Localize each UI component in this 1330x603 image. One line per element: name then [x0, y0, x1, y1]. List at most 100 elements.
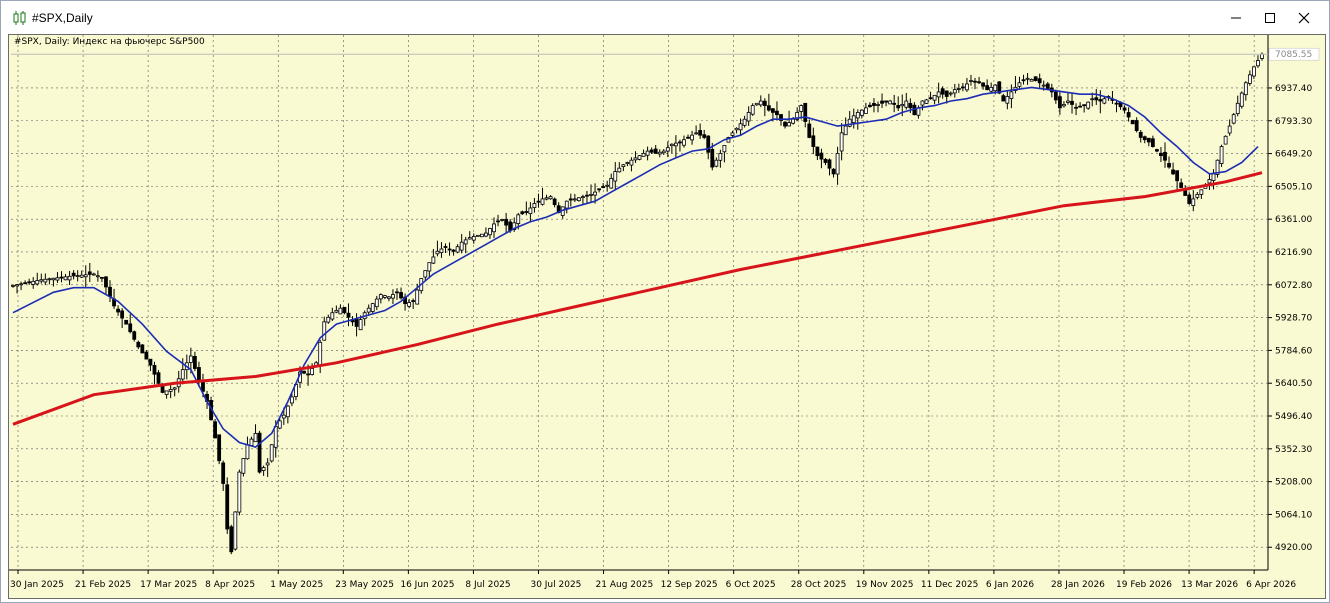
- close-button[interactable]: [1287, 5, 1321, 31]
- candle-body: [302, 370, 306, 374]
- minimize-button[interactable]: [1219, 5, 1253, 31]
- candle-body: [803, 102, 808, 122]
- candle-body: [1191, 198, 1196, 206]
- candle-body: [217, 434, 222, 462]
- candle-body: [807, 123, 812, 138]
- candle-body: [1260, 53, 1264, 59]
- title-bar[interactable]: #SPX,Daily: [1, 1, 1329, 34]
- candle-body: [779, 114, 783, 121]
- candle-body: [435, 250, 440, 255]
- candle-body: [261, 467, 266, 471]
- y-tick-label: 6649.20: [1275, 150, 1312, 160]
- candle-body: [585, 194, 589, 197]
- candle-body: [742, 118, 747, 126]
- candle-body: [609, 178, 614, 189]
- candle-body: [91, 273, 96, 276]
- candle-body: [544, 197, 549, 200]
- candle-body: [1159, 152, 1163, 157]
- candle-body: [819, 152, 824, 160]
- candle-body: [597, 188, 602, 191]
- candle-body: [952, 89, 957, 94]
- candle-body: [633, 157, 638, 161]
- candle-body: [277, 420, 282, 429]
- chart-title: #SPX, Daily: Индекс на фьючерс S&P500: [14, 37, 205, 47]
- candle-body: [1252, 66, 1256, 77]
- minimize-icon: [1231, 17, 1241, 19]
- candle-body: [1066, 100, 1070, 103]
- x-tick-label: 21 Aug 2025: [596, 580, 654, 590]
- candle-body: [1155, 149, 1159, 152]
- x-tick-label: 1 May 2025: [270, 580, 323, 590]
- candle-body: [1098, 99, 1103, 102]
- candle-body: [1187, 194, 1192, 204]
- candle-body: [459, 241, 464, 251]
- candle-body: [346, 312, 351, 318]
- candle-body: [1001, 95, 1006, 102]
- candle-body: [589, 193, 593, 196]
- candle-body: [835, 152, 840, 175]
- candle-body: [702, 134, 707, 138]
- candle-body: [144, 351, 149, 360]
- candle-body: [1078, 105, 1083, 108]
- candle-body: [237, 471, 242, 513]
- candle-body: [290, 396, 294, 404]
- candle-body: [55, 277, 60, 281]
- y-tick-label: 6361.00: [1275, 215, 1312, 225]
- x-tick-label: 6 Apr 2026: [1246, 580, 1296, 590]
- candlestick-chart[interactable]: 4920.00 5064.10 5208.00 5352.30 5496.40 5640.…: [9, 35, 1325, 598]
- candle-body: [669, 143, 674, 147]
- candle-body: [613, 171, 618, 182]
- candle-body: [306, 373, 310, 376]
- y-tick-label: 5208.00: [1275, 478, 1312, 488]
- candle-body: [823, 158, 828, 163]
- candle-body: [423, 270, 428, 278]
- candle-body: [1163, 151, 1167, 161]
- x-tick-label: 23 May 2025: [335, 580, 394, 590]
- candle-body: [431, 256, 436, 264]
- candle-body: [330, 312, 335, 320]
- candle-body: [31, 280, 36, 285]
- candle-body: [811, 135, 816, 147]
- candle-body: [762, 100, 767, 106]
- candle-body: [1207, 179, 1212, 184]
- x-tick-label: 28 Oct 2025: [791, 580, 847, 590]
- candle-body: [1243, 82, 1248, 96]
- y-tick-label: 5640.50: [1275, 379, 1312, 389]
- candle-body: [641, 152, 646, 157]
- candle-body: [241, 458, 246, 474]
- candle-body: [338, 307, 343, 315]
- candle-body: [657, 151, 662, 155]
- y-tick-label: 5928.70: [1275, 314, 1312, 324]
- candle-body: [981, 82, 985, 87]
- candle-body: [581, 196, 585, 199]
- candle-body: [168, 388, 173, 392]
- candle-body: [884, 100, 888, 103]
- maximize-button[interactable]: [1253, 5, 1287, 31]
- candle-body: [63, 276, 68, 281]
- candle-body: [1179, 182, 1184, 188]
- candle-body: [1231, 114, 1236, 124]
- candle-body: [95, 275, 100, 278]
- candle-body: [1086, 101, 1091, 109]
- candle-body: [766, 105, 771, 111]
- candle-body: [257, 432, 262, 473]
- candle-body: [1082, 104, 1087, 107]
- candle-body: [653, 148, 658, 154]
- candle-body: [564, 200, 569, 209]
- candle-body: [758, 100, 763, 106]
- candle-body: [1029, 78, 1034, 82]
- chart-area[interactable]: 4920.00 5064.10 5208.00 5352.30 5496.40 5640.…: [8, 34, 1326, 599]
- candle-body: [787, 122, 791, 127]
- candle-body: [625, 162, 630, 165]
- candle-body: [863, 107, 868, 114]
- candle-body: [1247, 74, 1252, 84]
- candle-body: [192, 356, 197, 369]
- candle-body: [1009, 91, 1014, 99]
- candle-body: [439, 248, 444, 254]
- candle-body: [1062, 104, 1066, 107]
- candle-body: [576, 197, 581, 202]
- slow-ma-line: [12, 171, 1263, 426]
- candle-body: [1175, 170, 1180, 182]
- candle-body: [136, 341, 141, 348]
- candle-body: [678, 141, 682, 144]
